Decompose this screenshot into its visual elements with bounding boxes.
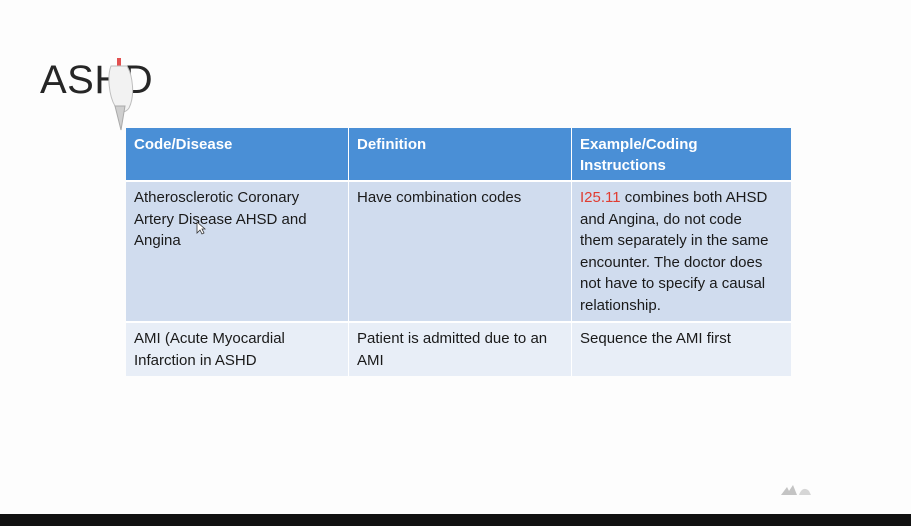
watermark-icon <box>781 485 811 495</box>
header-definition: Definition <box>348 128 572 181</box>
slide-title: ASHD <box>40 58 154 102</box>
cell-disease: AMI (Acute Myocardial Infarction in ASHD <box>126 321 349 376</box>
pen-cursor-icon <box>108 58 134 131</box>
table-header-row: Code/Disease Definition Example/Coding I… <box>126 128 791 181</box>
icd-code: I25.11 <box>580 189 621 206</box>
table-row: AMI (Acute Myocardial Infarction in ASHD… <box>126 321 791 376</box>
cell-definition: Patient is admitted due to an AMI <box>348 321 572 376</box>
cell-example: I25.11 combines both AHSD and Angina, do… <box>571 180 791 322</box>
mouse-pointer-icon <box>196 221 206 235</box>
table-row: Atherosclerotic Coronary Artery Disease … <box>126 180 791 322</box>
cell-disease: Atherosclerotic Coronary Artery Disease … <box>126 180 349 322</box>
header-example: Example/Coding Instructions <box>571 128 791 181</box>
cell-definition: Have combination codes <box>348 180 572 322</box>
coding-table: Code/Disease Definition Example/Coding I… <box>126 128 791 376</box>
header-code-disease: Code/Disease <box>126 128 349 181</box>
cell-example: Sequence the AMI first <box>571 321 791 376</box>
presentation-slide: ASHD Code/Disease Definition Example/Cod… <box>40 58 811 495</box>
bottom-bar <box>0 514 911 526</box>
example-text: combines both AHSD and Angina, do not co… <box>580 189 769 314</box>
